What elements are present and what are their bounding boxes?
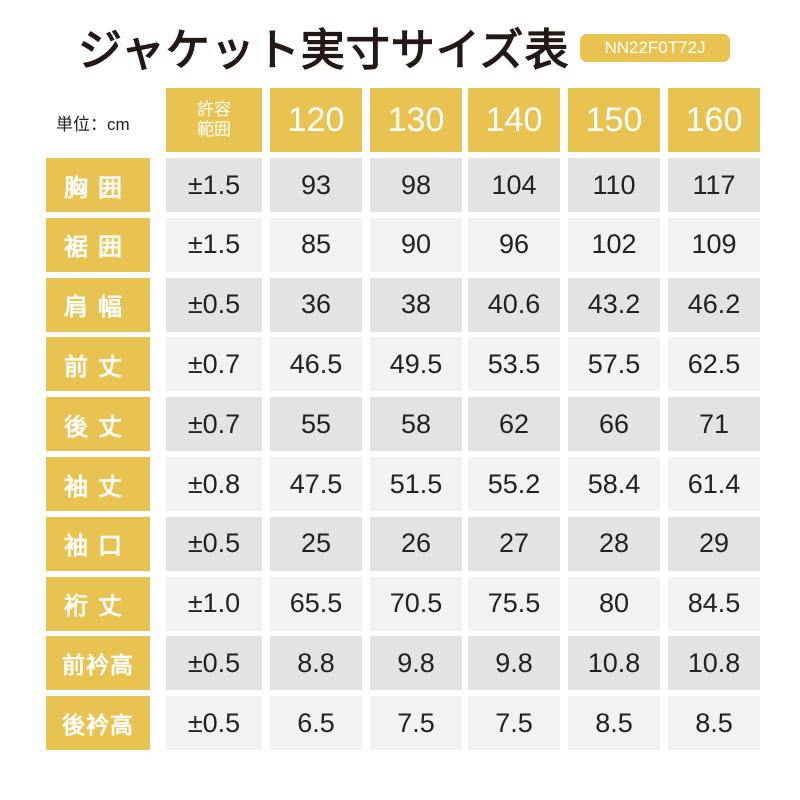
tolerance-header: 許容 範囲 bbox=[166, 88, 262, 152]
row-label: 裾囲 bbox=[46, 217, 150, 272]
value-cell: 46.5 bbox=[270, 337, 362, 392]
value-cell: 85 bbox=[270, 217, 362, 272]
value-cell: 96 bbox=[468, 217, 560, 272]
value-cell: 7.5 bbox=[370, 696, 462, 751]
value-cell: 62 bbox=[468, 397, 560, 452]
row-label: 裄丈 bbox=[46, 576, 150, 631]
row-label: 肩幅 bbox=[46, 277, 150, 332]
value-cell: 98 bbox=[370, 158, 462, 212]
value-cell: 25 bbox=[270, 516, 362, 571]
value-cell: 66 bbox=[568, 397, 660, 452]
value-cell: 84.5 bbox=[668, 576, 760, 631]
value-cell: 90 bbox=[370, 217, 462, 272]
value-cell: 117 bbox=[668, 158, 760, 212]
value-cell: 49.5 bbox=[370, 337, 462, 392]
value-cell: 71 bbox=[668, 397, 760, 452]
tolerance-header-line: 許容 bbox=[197, 100, 231, 119]
value-cell: 55 bbox=[270, 397, 362, 452]
value-cell: 57.5 bbox=[568, 337, 660, 392]
value-cell: 102 bbox=[568, 217, 660, 272]
value-cell: 75.5 bbox=[468, 576, 560, 631]
tolerance-header-line: 範囲 bbox=[197, 120, 231, 139]
size-header: 140 bbox=[468, 88, 560, 152]
value-cell: 51.5 bbox=[370, 457, 462, 511]
tolerance-cell: ±1.5 bbox=[166, 217, 262, 272]
value-cell: 58.4 bbox=[568, 457, 660, 511]
value-cell: 109 bbox=[668, 217, 760, 272]
value-cell: 10.8 bbox=[568, 636, 660, 691]
value-cell: 7.5 bbox=[468, 696, 560, 751]
value-cell: 8.5 bbox=[668, 696, 760, 751]
value-cell: 9.8 bbox=[370, 636, 462, 691]
value-cell: 28 bbox=[568, 516, 660, 571]
row-label: 後衿高 bbox=[46, 696, 150, 751]
value-cell: 58 bbox=[370, 397, 462, 452]
tolerance-cell: ±0.5 bbox=[166, 516, 262, 571]
tolerance-cell: ±0.5 bbox=[166, 636, 262, 691]
tolerance-cell: ±1.5 bbox=[166, 158, 262, 212]
unit-label: 単位：cm bbox=[56, 115, 130, 134]
product-code-badge: NN22F0T72J bbox=[580, 34, 730, 62]
tolerance-cell: ±0.8 bbox=[166, 457, 262, 511]
value-cell: 93 bbox=[270, 158, 362, 212]
size-header: 160 bbox=[668, 88, 760, 152]
value-cell: 8.5 bbox=[568, 696, 660, 751]
row-label: 胸囲 bbox=[46, 158, 150, 212]
size-header: 150 bbox=[568, 88, 660, 152]
value-cell: 8.8 bbox=[270, 636, 362, 691]
page-title: ジャケット実寸サイズ表 bbox=[78, 25, 570, 76]
value-cell: 104 bbox=[468, 158, 560, 212]
row-label: 袖丈 bbox=[46, 457, 150, 511]
value-cell: 40.6 bbox=[468, 277, 560, 332]
row-label: 前丈 bbox=[46, 337, 150, 392]
value-cell: 47.5 bbox=[270, 457, 362, 511]
value-cell: 10.8 bbox=[668, 636, 760, 691]
value-cell: 27 bbox=[468, 516, 560, 571]
size-header: 130 bbox=[370, 88, 462, 152]
value-cell: 26 bbox=[370, 516, 462, 571]
tolerance-cell: ±0.7 bbox=[166, 397, 262, 452]
row-label: 袖口 bbox=[46, 516, 150, 571]
value-cell: 43.2 bbox=[568, 277, 660, 332]
tolerance-cell: ±0.5 bbox=[166, 696, 262, 751]
tolerance-cell: ±0.5 bbox=[166, 277, 262, 332]
value-cell: 62.5 bbox=[668, 337, 760, 392]
value-cell: 6.5 bbox=[270, 696, 362, 751]
value-cell: 55.2 bbox=[468, 457, 560, 511]
value-cell: 53.5 bbox=[468, 337, 560, 392]
value-cell: 61.4 bbox=[668, 457, 760, 511]
tolerance-cell: ±0.7 bbox=[166, 337, 262, 392]
value-cell: 65.5 bbox=[270, 576, 362, 631]
value-cell: 9.8 bbox=[468, 636, 560, 691]
value-cell: 46.2 bbox=[668, 277, 760, 332]
row-label: 前衿高 bbox=[46, 636, 150, 691]
row-label: 後丈 bbox=[46, 397, 150, 452]
tolerance-cell: ±1.0 bbox=[166, 576, 262, 631]
value-cell: 36 bbox=[270, 277, 362, 332]
value-cell: 38 bbox=[370, 277, 462, 332]
value-cell: 29 bbox=[668, 516, 760, 571]
value-cell: 110 bbox=[568, 158, 660, 212]
value-cell: 70.5 bbox=[370, 576, 462, 631]
value-cell: 80 bbox=[568, 576, 660, 631]
size-header: 120 bbox=[270, 88, 362, 152]
